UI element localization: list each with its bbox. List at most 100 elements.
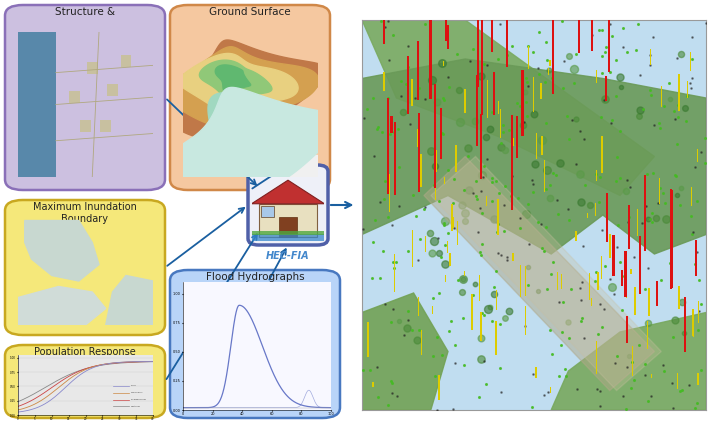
Bar (687, 81, 688, 98)
Bar (690, 52, 691, 71)
Text: Shadowed Evac: Shadowed Evac (131, 399, 146, 400)
Point (642, 264, 653, 271)
Bar (590, 298, 592, 306)
Point (568, 66, 580, 73)
Point (426, 250, 438, 257)
Bar (671, 190, 673, 288)
Bar (391, 116, 393, 133)
Bar (678, 286, 680, 309)
Point (521, 75, 532, 82)
Point (371, 125, 383, 132)
Point (540, 186, 551, 193)
Bar (659, 178, 660, 203)
Point (376, 128, 388, 135)
Point (628, 254, 640, 261)
Point (536, 221, 547, 228)
Point (482, 305, 493, 312)
Point (663, 80, 675, 86)
Point (480, 134, 491, 141)
Point (528, 180, 539, 187)
Point (673, 113, 684, 120)
Point (571, 385, 583, 392)
Point (376, 18, 387, 25)
Point (606, 116, 618, 123)
Point (611, 244, 623, 250)
Point (443, 328, 455, 335)
Point (646, 219, 658, 226)
Text: Levee: Levee (131, 385, 136, 386)
Point (700, 20, 711, 27)
Point (436, 352, 448, 358)
Bar (693, 309, 694, 335)
Point (429, 372, 441, 379)
Point (393, 126, 404, 132)
Bar (425, 236, 426, 252)
Bar (589, 273, 590, 300)
Point (540, 224, 551, 231)
FancyBboxPatch shape (248, 165, 328, 245)
Point (386, 377, 397, 384)
Point (528, 371, 539, 378)
Point (465, 58, 476, 64)
Point (453, 87, 465, 93)
Point (664, 259, 675, 266)
Bar (605, 193, 608, 242)
Point (419, 21, 431, 28)
Point (556, 329, 568, 335)
Bar (478, 37, 479, 61)
Point (541, 166, 553, 173)
Point (625, 385, 636, 392)
Point (458, 276, 469, 283)
Point (566, 117, 578, 124)
Bar (647, 321, 648, 349)
Bar (432, 306, 433, 314)
Point (470, 118, 481, 124)
Point (533, 29, 544, 36)
Point (474, 393, 486, 400)
Point (385, 319, 396, 326)
Point (553, 299, 565, 305)
Point (658, 103, 669, 110)
Point (503, 308, 514, 314)
Text: Maximum Inundation
Boundary: Maximum Inundation Boundary (33, 202, 137, 224)
Bar (457, 221, 458, 245)
Point (491, 228, 503, 235)
Point (575, 318, 587, 325)
Point (540, 119, 551, 126)
Point (547, 75, 558, 82)
Point (474, 248, 486, 255)
Bar (383, 72, 385, 91)
Point (671, 192, 683, 199)
Point (548, 259, 559, 266)
Point (433, 290, 445, 297)
Bar (634, 287, 635, 315)
Bar (540, 83, 542, 99)
Point (655, 276, 666, 283)
Point (633, 113, 644, 120)
Point (633, 342, 645, 349)
Point (538, 247, 550, 254)
Point (686, 33, 698, 40)
Bar (496, 321, 497, 355)
Bar (441, 107, 443, 159)
Point (357, 366, 368, 373)
FancyBboxPatch shape (5, 5, 165, 190)
Point (620, 406, 632, 412)
Point (620, 48, 632, 55)
Point (411, 337, 423, 343)
Bar (528, 46, 529, 69)
Bar (259, 204, 317, 237)
Point (552, 211, 563, 217)
Point (498, 228, 509, 234)
Point (523, 263, 534, 270)
Bar (373, 382, 374, 387)
Bar (496, 290, 497, 310)
Point (669, 317, 680, 324)
Point (407, 192, 418, 198)
Point (486, 179, 498, 186)
Point (495, 144, 506, 151)
Point (486, 108, 498, 115)
Point (596, 52, 608, 59)
Point (488, 283, 500, 290)
Point (574, 285, 585, 291)
